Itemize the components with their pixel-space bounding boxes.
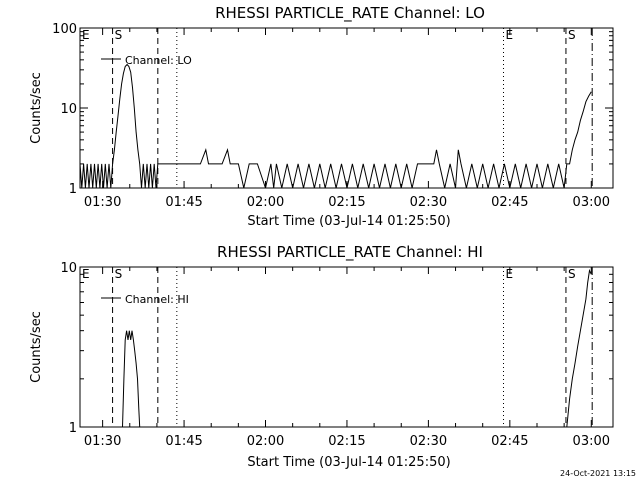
lo-x-tick-label: 02:30: [410, 195, 447, 210]
hi-legend-label: Channel: HI: [125, 293, 189, 306]
lo-channel-panel: RHESSI PARTICLE_RATE Channel: LO Start T…: [29, 4, 614, 229]
lo-x-tick-label: 01:30: [84, 195, 121, 210]
hi-x-tick-label: 02:15: [328, 434, 365, 449]
hi-chart-title: RHESSI PARTICLE_RATE Channel: HI: [217, 243, 483, 262]
lo-event-marker-label: S: [115, 28, 123, 42]
lo-y-tick-label: 10: [60, 102, 77, 117]
lo-y-tick-label: 100: [52, 22, 77, 37]
lo-x-tick-label: 03:00: [573, 195, 610, 210]
hi-y-tick-label: 10: [60, 261, 77, 276]
lo-event-marker-label: E: [506, 28, 514, 42]
hi-x-tick-label: 01:30: [84, 434, 121, 449]
footer-date-stamp: 24-Oct-2021 13:15: [560, 469, 636, 478]
hi-x-tick-label: 02:00: [247, 434, 284, 449]
lo-event-marker-label: S: [568, 28, 576, 42]
hi-x-tick-label: 03:00: [573, 434, 610, 449]
lo-x-tick-label: 01:45: [165, 195, 202, 210]
hi-y-axis-label: Counts/sec: [29, 311, 44, 383]
lo-y-axis-label: Counts/sec: [29, 72, 44, 144]
hi-event-marker-label: E: [506, 267, 514, 281]
lo-y-tick-label: 1: [69, 182, 77, 197]
hi-x-tick-label: 02:45: [491, 434, 528, 449]
hi-event-marker-label: S: [568, 267, 576, 281]
hi-y-tick-label: 1: [69, 421, 77, 436]
hi-x-tick-label: 02:30: [410, 434, 447, 449]
hi-event-marker-label: S: [115, 267, 123, 281]
hi-event-marker-label: E: [82, 267, 90, 281]
lo-x-axis-label: Start Time (03-Jul-14 01:25:50): [247, 214, 450, 229]
hi-x-tick-label: 01:45: [165, 434, 202, 449]
lo-legend-label: Channel: LO: [125, 54, 192, 67]
lo-x-tick-label: 02:45: [491, 195, 528, 210]
lo-x-tick-label: 02:15: [328, 195, 365, 210]
hi-x-axis-label: Start Time (03-Jul-14 01:25:50): [247, 455, 450, 470]
lo-series-line: [80, 63, 592, 188]
hi-series-line: [122, 268, 592, 427]
lo-chart-title: RHESSI PARTICLE_RATE Channel: LO: [215, 4, 485, 23]
lo-x-tick-label: 02:00: [247, 195, 284, 210]
lo-event-marker-label: E: [82, 28, 90, 42]
hi-channel-panel: RHESSI PARTICLE_RATE Channel: HI Start T…: [29, 243, 614, 470]
